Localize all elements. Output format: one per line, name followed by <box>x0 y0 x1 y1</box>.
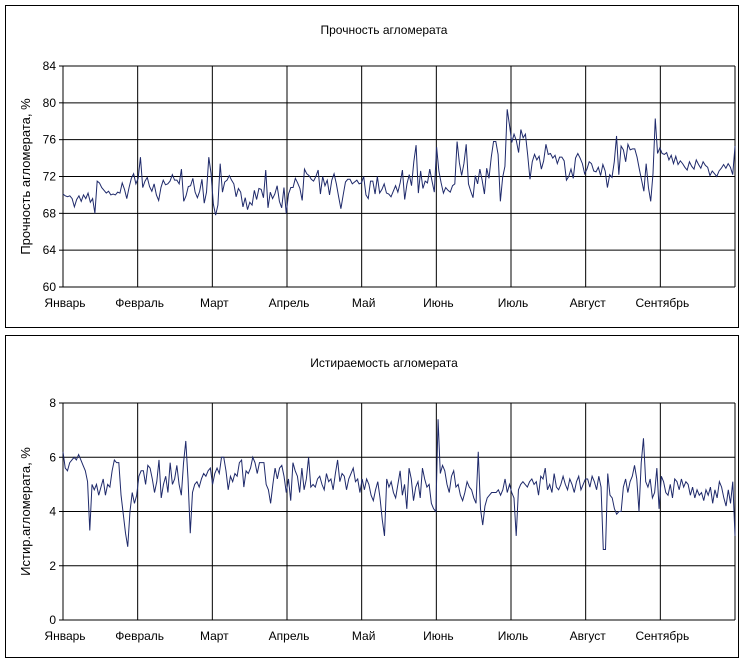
abrasion-chart: Истираемость агломерата Истир.агломерата,… <box>18 356 736 643</box>
y-tick-label: 80 <box>43 96 57 110</box>
y-axis-label: Прочность агломерата, % <box>18 98 33 255</box>
y-tick-label: 4 <box>49 505 56 519</box>
x-tick-label: Июнь <box>423 629 454 643</box>
abrasion-chart-panel: Истираемость агломерата Истир.агломерата,… <box>5 335 739 658</box>
x-tick-label: Сентябрь <box>635 296 689 310</box>
x-tick-label: Апрель <box>269 629 310 643</box>
x-tick-label: Июль <box>498 629 529 643</box>
x-tick-label: Июль <box>498 296 529 310</box>
x-tick-label: Март <box>200 629 229 643</box>
x-tick-label: Февраль <box>115 296 164 310</box>
y-axis-label: Истир.агломерата, % <box>18 447 33 576</box>
series-line <box>62 419 736 550</box>
strength-chart-panel: Прочность агломерата Прочность агломерата… <box>5 5 739 328</box>
y-tick-label: 84 <box>43 59 57 73</box>
y-tick-label: 0 <box>49 613 56 627</box>
series-line <box>62 109 736 216</box>
x-tick-label: Май <box>352 296 376 310</box>
y-tick-label: 76 <box>43 133 57 147</box>
strength-chart: Прочность агломерата Прочность агломерата… <box>18 23 736 310</box>
x-tick-label: Февраль <box>115 629 164 643</box>
chart-title: Прочность агломерата <box>321 23 448 37</box>
chart-title: Истираемость агломерата <box>310 356 458 370</box>
x-tick-label: Июнь <box>423 296 454 310</box>
y-tick-label: 6 <box>49 450 56 464</box>
y-tick-label: 60 <box>43 280 57 294</box>
y-tick-label: 64 <box>43 243 57 257</box>
y-tick-label: 2 <box>49 559 56 573</box>
x-tick-label: Август <box>570 629 607 643</box>
x-tick-label: Январь <box>44 629 85 643</box>
y-tick-label: 68 <box>43 206 57 220</box>
x-tick-label: Август <box>570 296 607 310</box>
x-tick-label: Май <box>352 629 376 643</box>
x-tick-label: Апрель <box>269 296 310 310</box>
y-tick-label: 8 <box>49 396 56 410</box>
x-tick-label: Сентябрь <box>635 629 689 643</box>
y-tick-label: 72 <box>43 170 57 184</box>
x-tick-label: Март <box>200 296 229 310</box>
x-tick-label: Январь <box>44 296 85 310</box>
